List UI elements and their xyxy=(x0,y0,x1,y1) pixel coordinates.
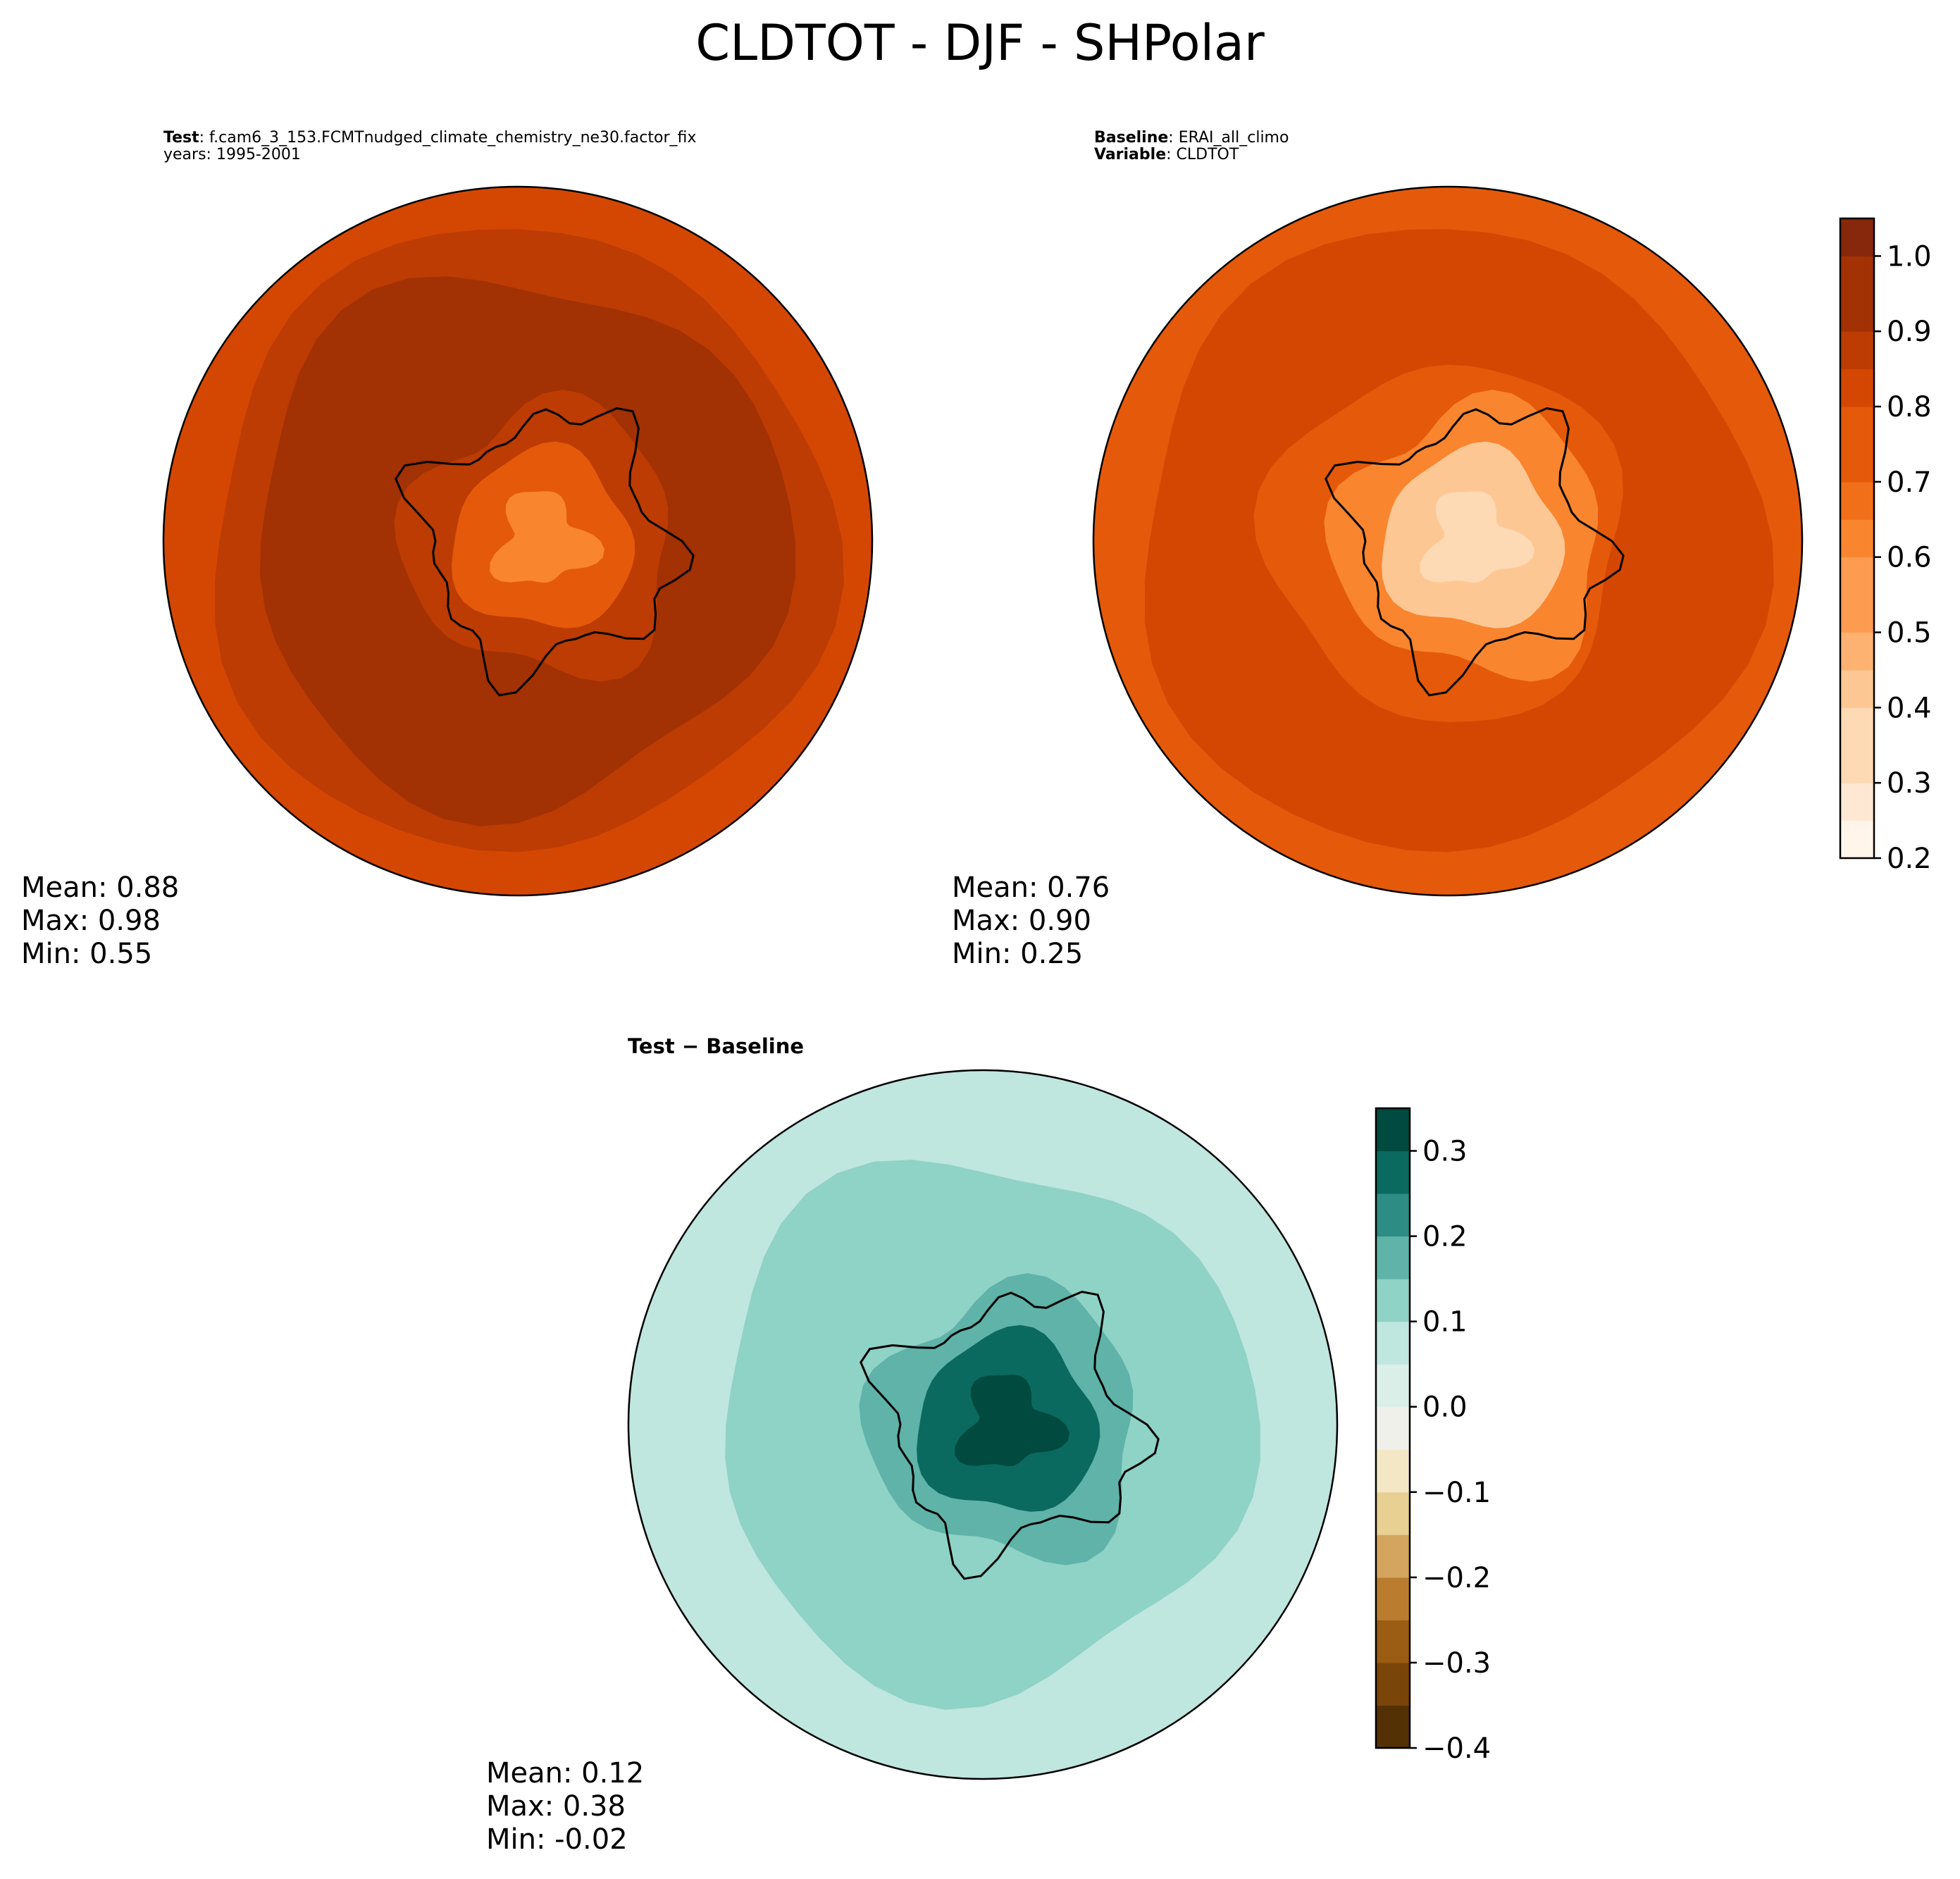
difference-colorbar-swatch xyxy=(1376,1236,1410,1279)
colorbar-cldtot: 0.2 0.3 0.4 0.5 0.6 0.7 0.8 0.9 1.0 xyxy=(1839,217,1932,875)
cldtot-colorbar-swatch xyxy=(1840,519,1874,558)
cldtot-colorbar-swatch xyxy=(1840,820,1874,859)
baseline-label-bold: Baseline xyxy=(1094,129,1169,147)
cldtot-colorbar-tick-label: 0.2 xyxy=(1887,843,1932,875)
variable-label-bold: Variable xyxy=(1094,146,1167,163)
cldtot-colorbar-swatch xyxy=(1840,707,1874,746)
baseline-contour-field xyxy=(1093,187,1802,895)
cldtot-colorbar-tick-label: 0.3 xyxy=(1887,767,1932,800)
baseline-map xyxy=(1092,185,1804,897)
test-case-label: Test: f.cam6_3_153.FCMTnudged_climate_ch… xyxy=(163,130,696,147)
difference-antarctica-coastline xyxy=(860,1290,1160,1580)
test-contour-field xyxy=(163,187,872,895)
test-mean: Mean: 0.88 xyxy=(21,872,180,904)
baseline-map-boundary xyxy=(1092,185,1804,897)
baseline-case-name: : ERAI_all_climo xyxy=(1168,129,1289,147)
colorbar-difference: −0.4 −0.3 −0.2 −0.1 0.0 0.1 0.2 0.3 xyxy=(1375,1107,1491,1765)
difference-colorbar-swatch xyxy=(1376,1492,1410,1535)
difference-colorbar-swatch xyxy=(1376,1449,1410,1493)
cldtot-colorbar-swatch xyxy=(1840,557,1874,595)
difference-map xyxy=(627,1069,1339,1780)
figure-suptitle: CLDTOT - DJF - SHPolar xyxy=(695,14,1265,72)
test-max: Max: 0.98 xyxy=(21,905,161,937)
test-case-name: : f.cam6_3_153.FCMTnudged_climate_chemis… xyxy=(199,129,697,147)
difference-colorbar-swatch xyxy=(1376,1577,1410,1620)
difference-colorbar-swatch xyxy=(1376,1279,1410,1322)
difference-colorbar-tick-label: 0.2 xyxy=(1422,1221,1468,1253)
baseline-antarctica-coastline xyxy=(1325,407,1625,697)
difference-mean: Mean: 0.12 xyxy=(486,1757,645,1790)
test-contour-band xyxy=(490,491,604,583)
difference-colorbar-swatch xyxy=(1376,1151,1410,1194)
difference-colorbar-swatch xyxy=(1376,1321,1410,1365)
baseline-min: Min: 0.25 xyxy=(952,938,1084,970)
difference-contour-field xyxy=(628,1070,1337,1779)
difference-stats: Mean: 0.12 Max: 0.38 Min: -0.02 xyxy=(486,1757,644,1856)
cldtot-colorbar-tick-label: 0.5 xyxy=(1887,617,1932,650)
test-years: years: 1995-2001 xyxy=(163,146,301,163)
difference-colorbar-frame xyxy=(1375,1107,1411,1749)
baseline-contour-band xyxy=(1420,491,1534,583)
difference-colorbar-tick-label: 0.3 xyxy=(1422,1136,1468,1168)
test-map xyxy=(162,185,874,897)
cldtot-colorbar-swatch xyxy=(1840,669,1874,708)
cldtot-colorbar-tick-label: 0.8 xyxy=(1887,391,1932,423)
difference-title: Test − Baseline xyxy=(628,1034,805,1058)
cldtot-colorbar-swatch xyxy=(1840,481,1874,520)
difference-colorbar-swatch xyxy=(1376,1620,1410,1663)
difference-colorbar-swatch xyxy=(1376,1406,1410,1450)
difference-colorbar-tick-label: 0.1 xyxy=(1422,1306,1468,1339)
difference-colorbar-tick-label: −0.2 xyxy=(1422,1562,1491,1594)
difference-max: Max: 0.38 xyxy=(486,1790,626,1823)
cldtot-colorbar-tick-label: 0.7 xyxy=(1887,466,1932,499)
difference-colorbar-swatch xyxy=(1376,1662,1410,1706)
baseline-stats: Mean: 0.76 Max: 0.90 Min: 0.25 xyxy=(952,872,1110,971)
difference-min: Min: -0.02 xyxy=(486,1823,628,1856)
test-stats: Mean: 0.88 Max: 0.98 Min: 0.55 xyxy=(21,872,179,971)
cldtot-colorbar-swatch xyxy=(1840,218,1874,256)
cldtot-colorbar-frame xyxy=(1839,217,1875,860)
difference-colorbar-tick-label: 0.0 xyxy=(1422,1391,1468,1424)
cldtot-colorbar-swatch xyxy=(1840,331,1874,370)
cldtot-colorbar-swatch xyxy=(1840,745,1874,783)
difference-colorbar-swatch xyxy=(1376,1364,1410,1408)
test-label-bold: Test xyxy=(163,129,199,147)
difference-colorbar-swatch xyxy=(1376,1108,1410,1152)
cldtot-colorbar-swatch xyxy=(1840,407,1874,445)
difference-map-boundary xyxy=(627,1069,1339,1780)
test-min: Min: 0.55 xyxy=(21,938,153,970)
difference-colorbar-swatch xyxy=(1376,1534,1410,1578)
variable-name: : CLDTOT xyxy=(1166,146,1239,163)
cldtot-colorbar-tick-label: 0.4 xyxy=(1887,692,1932,724)
test-antarctica-coastline xyxy=(395,407,695,697)
cldtot-colorbar-swatch xyxy=(1840,595,1874,633)
cldtot-colorbar-swatch xyxy=(1840,256,1874,294)
cldtot-colorbar-swatch xyxy=(1840,293,1874,332)
cldtot-colorbar-tick-label: 0.9 xyxy=(1887,316,1932,348)
baseline-max: Max: 0.90 xyxy=(952,905,1091,937)
cldtot-colorbar-tick-label: 1.0 xyxy=(1887,240,1932,273)
difference-colorbar-swatch xyxy=(1376,1705,1410,1749)
test-map-boundary xyxy=(162,185,874,897)
cldtot-colorbar-swatch xyxy=(1840,444,1874,483)
cldtot-colorbar-swatch xyxy=(1840,368,1874,407)
baseline-variable-label: Variable: CLDTOT xyxy=(1094,147,1239,163)
cldtot-colorbar-swatch xyxy=(1840,783,1874,821)
difference-colorbar-swatch xyxy=(1376,1193,1410,1237)
baseline-mean: Mean: 0.76 xyxy=(952,872,1110,904)
difference-colorbar-tick-label: −0.3 xyxy=(1422,1647,1491,1680)
difference-contour-band xyxy=(955,1375,1069,1467)
baseline-case-label: Baseline: ERAI_all_climo xyxy=(1094,130,1289,147)
difference-colorbar-tick-label: −0.4 xyxy=(1422,1732,1491,1765)
difference-colorbar-tick-label: −0.1 xyxy=(1422,1477,1491,1509)
cldtot-colorbar-tick-label: 0.6 xyxy=(1887,542,1932,574)
cldtot-colorbar-swatch xyxy=(1840,632,1874,671)
